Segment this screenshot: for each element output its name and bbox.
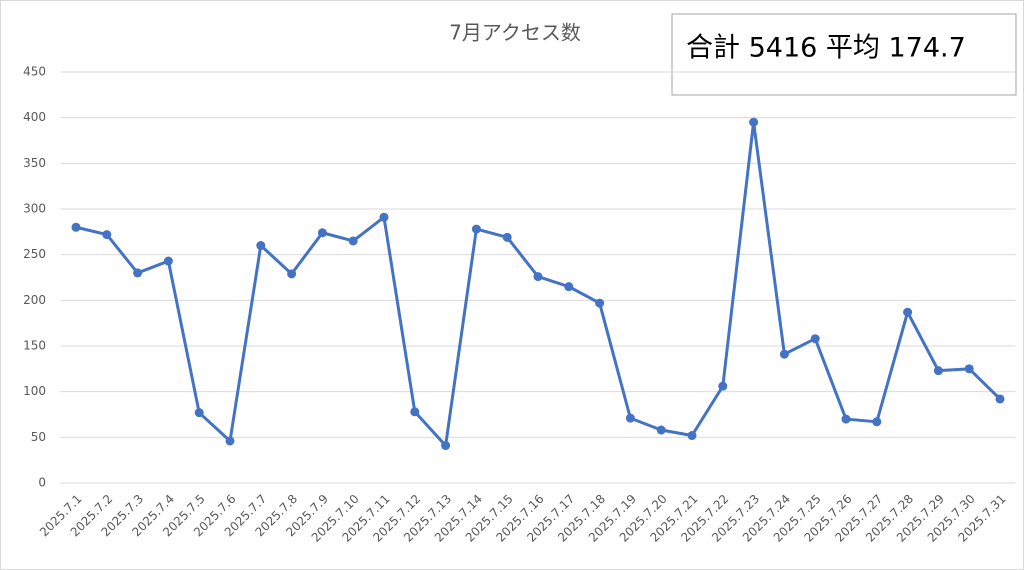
point xyxy=(933,366,943,376)
point xyxy=(287,269,297,279)
chart-title: 7月アクセス数 xyxy=(449,21,581,45)
point xyxy=(163,256,173,266)
point xyxy=(133,268,143,278)
point xyxy=(995,394,1005,404)
point xyxy=(841,414,851,424)
point xyxy=(687,431,697,441)
y-tick-label: 0 xyxy=(38,476,46,490)
point xyxy=(564,282,574,292)
point xyxy=(317,228,327,238)
point xyxy=(441,441,451,451)
point xyxy=(194,408,204,418)
point xyxy=(410,407,420,417)
point xyxy=(102,230,112,240)
point xyxy=(903,307,913,317)
y-tick-label: 450 xyxy=(23,65,46,79)
point xyxy=(749,117,759,127)
point xyxy=(256,241,266,251)
y-tick-label: 50 xyxy=(31,430,46,444)
y-tick-label: 300 xyxy=(23,202,46,216)
point xyxy=(71,222,81,232)
point xyxy=(471,224,481,234)
point xyxy=(225,436,235,446)
y-tick-label: 250 xyxy=(23,247,46,261)
point xyxy=(625,413,635,423)
y-tick-label: 400 xyxy=(23,110,46,124)
point xyxy=(872,417,882,427)
annotation-box xyxy=(671,13,1017,96)
point xyxy=(779,349,789,359)
point xyxy=(348,236,358,246)
y-tick-label: 200 xyxy=(23,293,46,307)
annotation: 合計 5416 平均 174.7 xyxy=(686,33,966,64)
point xyxy=(718,381,728,391)
y-tick-label: 150 xyxy=(23,339,46,353)
point xyxy=(964,364,974,374)
point xyxy=(502,232,512,242)
point xyxy=(595,298,605,308)
y-tick-label: 100 xyxy=(23,384,46,398)
y-tick-label: 350 xyxy=(23,156,46,170)
point xyxy=(656,425,666,435)
point xyxy=(379,212,389,222)
point xyxy=(810,334,820,344)
point xyxy=(533,272,543,282)
